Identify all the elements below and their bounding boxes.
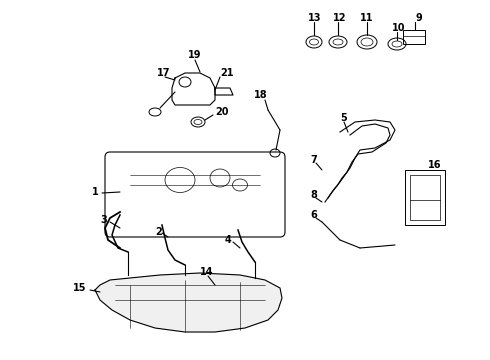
Text: 1: 1 (92, 187, 99, 197)
Polygon shape (95, 273, 282, 332)
Text: 16: 16 (428, 160, 441, 170)
Text: 19: 19 (188, 50, 201, 60)
Text: 6: 6 (310, 210, 317, 220)
Text: 12: 12 (333, 13, 346, 23)
Text: 7: 7 (310, 155, 317, 165)
Text: 18: 18 (254, 90, 268, 100)
Text: 4: 4 (225, 235, 232, 245)
Bar (405, 170, 445, 225)
Text: 8: 8 (310, 190, 317, 200)
Text: 21: 21 (220, 68, 234, 78)
Text: 9: 9 (415, 13, 422, 23)
Text: 14: 14 (200, 267, 214, 277)
Text: 5: 5 (340, 113, 347, 123)
Text: 13: 13 (308, 13, 321, 23)
Text: 17: 17 (157, 68, 171, 78)
Text: 15: 15 (73, 283, 87, 293)
Text: 2: 2 (155, 227, 162, 237)
Bar (410, 175, 440, 220)
Text: 3: 3 (100, 215, 107, 225)
Bar (403, 30, 425, 44)
Text: 20: 20 (215, 107, 228, 117)
Text: 11: 11 (360, 13, 373, 23)
Text: 10: 10 (392, 23, 406, 33)
